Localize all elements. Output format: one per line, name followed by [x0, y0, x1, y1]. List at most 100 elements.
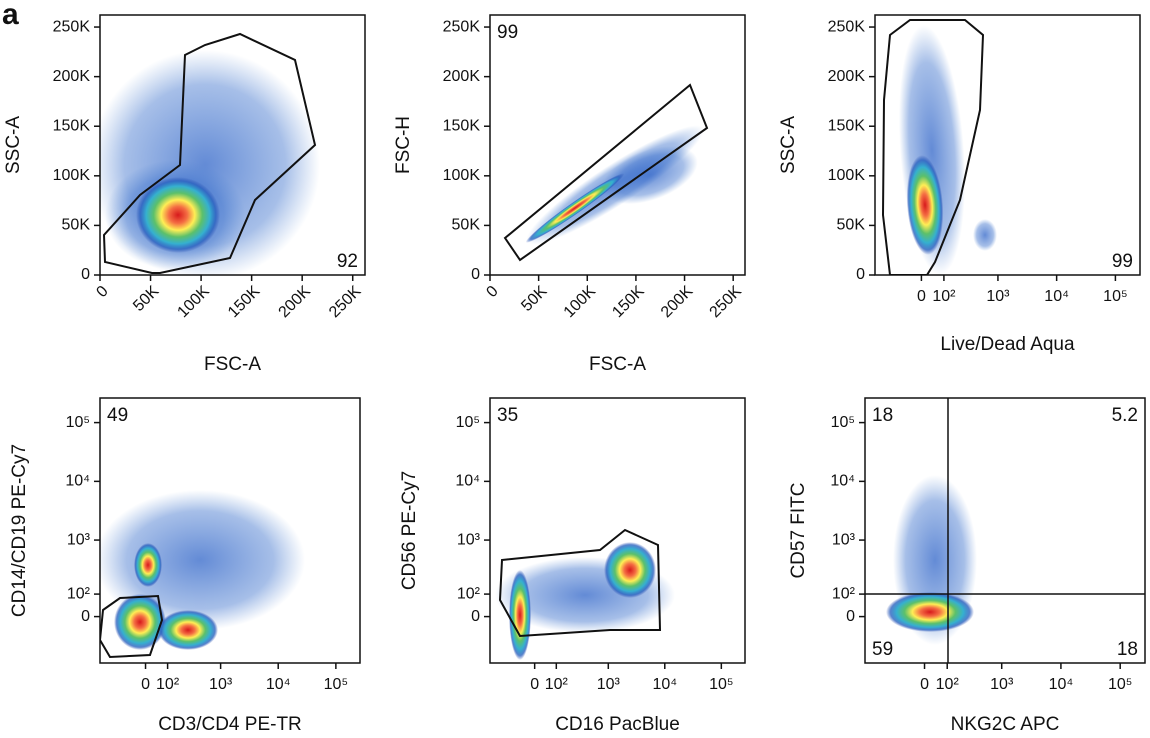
x-tick-label: 10⁴	[1044, 288, 1069, 305]
y-tick-label: 10⁴	[65, 473, 90, 490]
y-tick-label: 10⁵	[831, 414, 855, 431]
y-tick-label: 10³	[457, 531, 481, 548]
x-axis-label: FSC-A	[204, 354, 261, 375]
plot-frame	[489, 14, 746, 276]
x-tick-label: 10⁴	[266, 676, 291, 693]
density-plot	[503, 83, 709, 262]
x-tick-label: 10⁵	[1103, 288, 1127, 305]
gate-frequency: 99	[497, 22, 518, 43]
gate-frequency: 92	[337, 251, 358, 272]
y-tick-label: 200K	[443, 68, 481, 85]
x-tick-label: 50K	[130, 283, 162, 315]
x-tick-label: 0	[93, 283, 111, 301]
plot-frame	[489, 397, 746, 664]
density-region	[604, 542, 656, 598]
plot-frame	[874, 14, 1141, 276]
y-tick-label: 100K	[443, 167, 481, 184]
x-tick-label: 10⁴	[652, 676, 677, 693]
x-axis-label: Live/Dead Aqua	[940, 334, 1075, 355]
x-axis-label: CD3/CD4 PE-TR	[158, 714, 302, 735]
y-tick-label: 50K	[62, 217, 91, 234]
y-tick-label: 150K	[828, 117, 866, 134]
y-axis-label: CD56 PE-Cy7	[399, 471, 420, 590]
x-tick-label: 150K	[609, 283, 648, 322]
gate	[498, 528, 662, 638]
gate-frequency: 18	[872, 405, 893, 426]
density-plot	[100, 490, 305, 659]
x-tick-label: 10²	[936, 676, 960, 693]
gate-frequency: 59	[872, 639, 893, 660]
y-axis-label: SSC-A	[3, 116, 24, 174]
density-region	[136, 177, 220, 253]
y-axis-label: SSC-A	[778, 116, 799, 174]
density-region	[134, 543, 162, 587]
x-tick-label: 10⁵	[324, 676, 348, 693]
x-tick-label: 250K	[326, 283, 365, 322]
x-tick-label: 0	[530, 676, 539, 693]
density-plot	[495, 528, 675, 660]
x-tick-label: 50K	[518, 283, 550, 315]
y-axis-label: CD14/CD19 PE-Cy7	[9, 444, 30, 617]
y-tick-label: 10⁴	[830, 473, 855, 490]
x-tick-label: 200K	[276, 283, 315, 322]
y-axis-label: CD57 FITC	[788, 482, 809, 578]
y-tick-label: 100K	[828, 167, 866, 184]
y-tick-label: 50K	[452, 217, 481, 234]
plot-frame	[99, 397, 361, 664]
y-tick-label: 10²	[457, 585, 481, 602]
y-axis-label: FSC-H	[393, 116, 414, 174]
density-plot	[100, 32, 320, 275]
y-tick-label: 200K	[828, 68, 866, 85]
x-tick-label: 0	[483, 283, 501, 301]
y-tick-label: 0	[81, 266, 90, 283]
panel-label: a	[2, 0, 19, 31]
y-tick-label: 0	[471, 266, 480, 283]
density-plot	[865, 398, 1145, 663]
y-tick-label: 0	[81, 608, 90, 625]
plot-frame	[99, 14, 366, 276]
y-tick-label: 250K	[443, 18, 481, 35]
x-axis-label: NKG2C APC	[951, 714, 1060, 735]
x-tick-label: 10³	[597, 676, 621, 693]
x-tick-label: 100K	[561, 283, 600, 322]
y-tick-label: 0	[856, 266, 865, 283]
density-region	[158, 610, 218, 650]
x-tick-label: 10⁵	[709, 676, 733, 693]
x-tick-label: 0	[920, 676, 929, 693]
gate-frequency: 49	[107, 405, 128, 426]
gate-frequency: 18	[1117, 639, 1138, 660]
y-tick-label: 100K	[53, 167, 91, 184]
gate-frequency: 35	[497, 405, 518, 426]
y-tick-label: 10²	[67, 585, 91, 602]
gate	[503, 83, 709, 262]
gate	[881, 19, 985, 275]
x-tick-label: 10²	[932, 288, 956, 305]
x-tick-label: 150K	[225, 283, 264, 322]
density-region	[906, 155, 944, 255]
x-tick-label: 10²	[545, 676, 569, 693]
y-tick-label: 10⁵	[456, 414, 480, 431]
density-region	[886, 592, 974, 632]
gate-frequency: 5.2	[1112, 405, 1138, 426]
y-tick-label: 150K	[443, 117, 481, 134]
y-tick-label: 250K	[53, 18, 91, 35]
x-tick-label: 10⁴	[1049, 676, 1074, 693]
density-region	[100, 490, 305, 630]
plot-frame	[864, 397, 1146, 664]
y-tick-label: 0	[471, 608, 480, 625]
density-region	[114, 594, 166, 650]
y-tick-label: 10⁵	[66, 414, 90, 431]
gate	[102, 32, 317, 274]
x-tick-label: 10⁵	[1108, 676, 1132, 693]
y-tick-label: 250K	[828, 18, 866, 35]
x-tick-label: 10³	[990, 676, 1014, 693]
x-tick-label: 200K	[658, 283, 697, 322]
density-plot	[881, 19, 997, 275]
x-tick-label: 0	[141, 676, 150, 693]
y-tick-label: 10⁴	[455, 473, 480, 490]
gate-frequency: 99	[1112, 251, 1133, 272]
x-tick-label: 250K	[707, 283, 746, 322]
gate	[100, 594, 164, 659]
y-tick-label: 10³	[67, 531, 91, 548]
